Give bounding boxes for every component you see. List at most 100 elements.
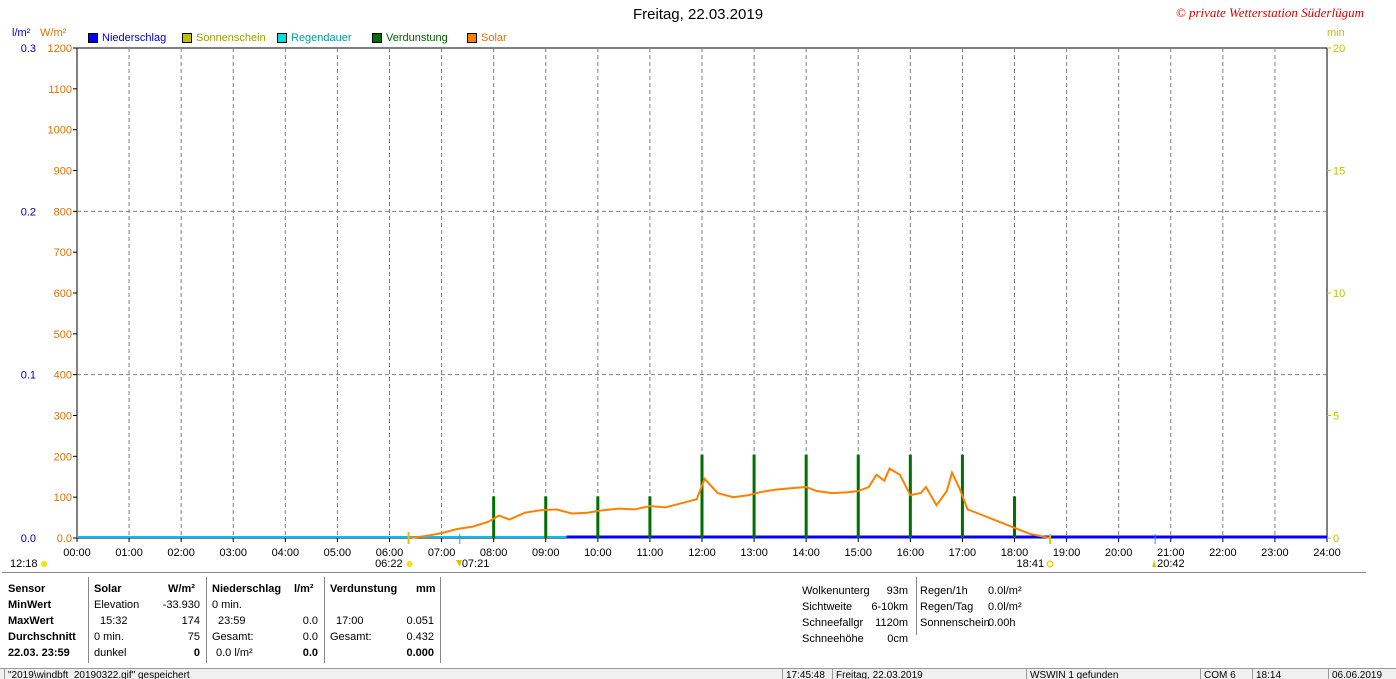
unit-solar-label: W/m²: [40, 27, 67, 39]
y-right-tick-label: 15: [1333, 166, 1345, 178]
x-tick-label: 13:00: [740, 547, 768, 559]
rain-unit: l/m²: [294, 583, 314, 595]
x-tick-label: 16:00: [897, 547, 925, 559]
legend-regendauer: Regendauer: [277, 32, 352, 44]
legend-verdunstung: Verdunstung: [372, 32, 448, 44]
evap-gesamt-value: 0.432: [406, 631, 434, 643]
rain-max-time: 23:59: [218, 615, 246, 627]
verdunstung-bar: [492, 496, 496, 538]
status-clock: 18:14: [1252, 669, 1330, 679]
solar-max-time: 15:32: [100, 615, 128, 627]
verdunstung-bar: [596, 496, 600, 538]
x-tick-label: 20:00: [1105, 547, 1133, 559]
legend-sonnenschein: Sonnenschein: [182, 32, 266, 44]
y-solar-tick-label: 0.0: [57, 533, 72, 545]
x-tick-label: 19:00: [1053, 547, 1081, 559]
moon-label: 20:42: [1157, 558, 1185, 570]
verdunstung-bar: [648, 496, 652, 538]
verdunstung-bar: [1013, 496, 1016, 538]
extra1-label-0: Wolkenunterg: [802, 585, 870, 597]
sensor-date: 22.03. 23:59: [8, 647, 70, 659]
moon-arrow: [1152, 560, 1157, 567]
x-tick-label: 18:00: [1001, 547, 1029, 559]
y-rain-tick-label: 0.0: [21, 533, 36, 545]
extra2-value-1: 0.0l/m²: [988, 601, 1022, 613]
rain-max-value: 0.0: [302, 615, 318, 627]
y-solar-tick-label: 800: [54, 206, 72, 218]
y-right-tick-label: 20: [1333, 43, 1345, 55]
extra1-label-1: Sichtweite: [802, 601, 853, 613]
unit-rain-label: l/m²: [12, 27, 31, 39]
verdunstung-bar: [544, 496, 548, 538]
evap-max-value: 0.051: [406, 615, 434, 627]
sunset-dot: [1046, 560, 1054, 568]
extra2-label-1: Regen/Tag: [920, 601, 974, 613]
extra2-value-0: 0.0l/m²: [988, 585, 1022, 597]
x-tick-label: 08:00: [480, 547, 508, 559]
x-tick-label: 14:00: [792, 547, 820, 559]
x-tick-label: 01:00: [115, 547, 143, 559]
evap-max-time: 17:00: [336, 615, 364, 627]
x-tick-label: 04:00: [272, 547, 300, 559]
legend-swatch: [467, 33, 477, 43]
extra1-label-2: Schneefallgr: [802, 617, 864, 629]
legend-swatch: [88, 33, 98, 43]
rain-gesamt-label: Gesamt:: [212, 631, 254, 643]
status-today: 06.06.2019: [1328, 669, 1396, 679]
legend-swatch: [372, 33, 382, 43]
legend-niederschlag: Niederschlag: [88, 32, 166, 44]
y-solar-tick-label: 700: [54, 247, 72, 259]
status-date: Freitag, 22.03.2019: [832, 669, 1028, 679]
solar-unit: W/m²: [168, 583, 195, 595]
x-tick-label: 07:00: [428, 547, 456, 559]
y-solar-tick-label: 1000: [48, 125, 72, 137]
civil-arrow: [455, 560, 462, 567]
y-rain-tick-label: 0.1: [21, 370, 36, 382]
left-time-label: 12:18: [10, 558, 38, 570]
x-tick-label: 11:00: [637, 547, 664, 559]
x-tick-label: 10:00: [584, 547, 612, 559]
evap-unit: mm: [416, 583, 436, 595]
y-solar-tick-label: 1200: [48, 43, 72, 55]
sensor-max: MaxWert: [8, 615, 54, 627]
y-solar-tick-label: 100: [54, 492, 72, 504]
solar-state-value: 0: [193, 647, 200, 659]
unit-min-label: min: [1327, 27, 1345, 39]
legend-label: Sonnenschein: [196, 32, 266, 44]
extra1-value-2: 1120m: [875, 617, 908, 629]
legend-swatch: [277, 33, 287, 43]
sunset-label: 18:41: [1017, 558, 1045, 570]
x-tick-label: 02:00: [167, 547, 195, 559]
sensor-min: MinWert: [8, 599, 52, 611]
verdunstung-bar: [856, 454, 860, 538]
x-tick-label: 12:00: [688, 547, 716, 559]
rain-min-label: 0 min.: [212, 599, 242, 611]
x-tick-label: 17:00: [949, 547, 977, 559]
rain-sum-label: 0.0 l/m²: [216, 647, 253, 659]
series-solar-line: [410, 467, 1052, 539]
solar-max-value: 174: [181, 615, 200, 627]
sensor-avg: Durchschnitt: [8, 631, 76, 643]
legend-swatch: [182, 33, 192, 43]
extra1-value-1: 6-10km: [871, 601, 908, 613]
solar-avg-value: 75: [187, 631, 200, 643]
solar-state-label: dunkel: [94, 647, 127, 659]
copyright-text: © private Wetterstation Süderlügum: [1175, 5, 1364, 20]
y-right-tick-label: 10: [1333, 288, 1345, 300]
left-time-dot: [41, 561, 47, 567]
extra1-value-0: 93m: [886, 585, 908, 597]
legend-label: Verdunstung: [386, 32, 448, 44]
y-solar-tick-label: 200: [54, 451, 72, 463]
evap-gesamt-label: Gesamt:: [330, 631, 372, 643]
status-wswin: WSWIN 1 gefunden: [1026, 669, 1202, 679]
extra2-label-2: Sonnenschein: [920, 617, 990, 629]
y-solar-tick-label: 1100: [48, 84, 72, 96]
sunrise-dot: [406, 561, 413, 567]
y-solar-tick-label: 400: [54, 370, 72, 382]
legend-solar: Solar: [467, 32, 507, 44]
y-solar-tick-label: 900: [54, 166, 72, 178]
y-right-tick-label: 5: [1333, 411, 1339, 423]
x-tick-label: 23:00: [1261, 547, 1289, 559]
rain-sum-value: 0.0: [302, 647, 318, 659]
rain-header: Niederschlag: [212, 583, 282, 595]
